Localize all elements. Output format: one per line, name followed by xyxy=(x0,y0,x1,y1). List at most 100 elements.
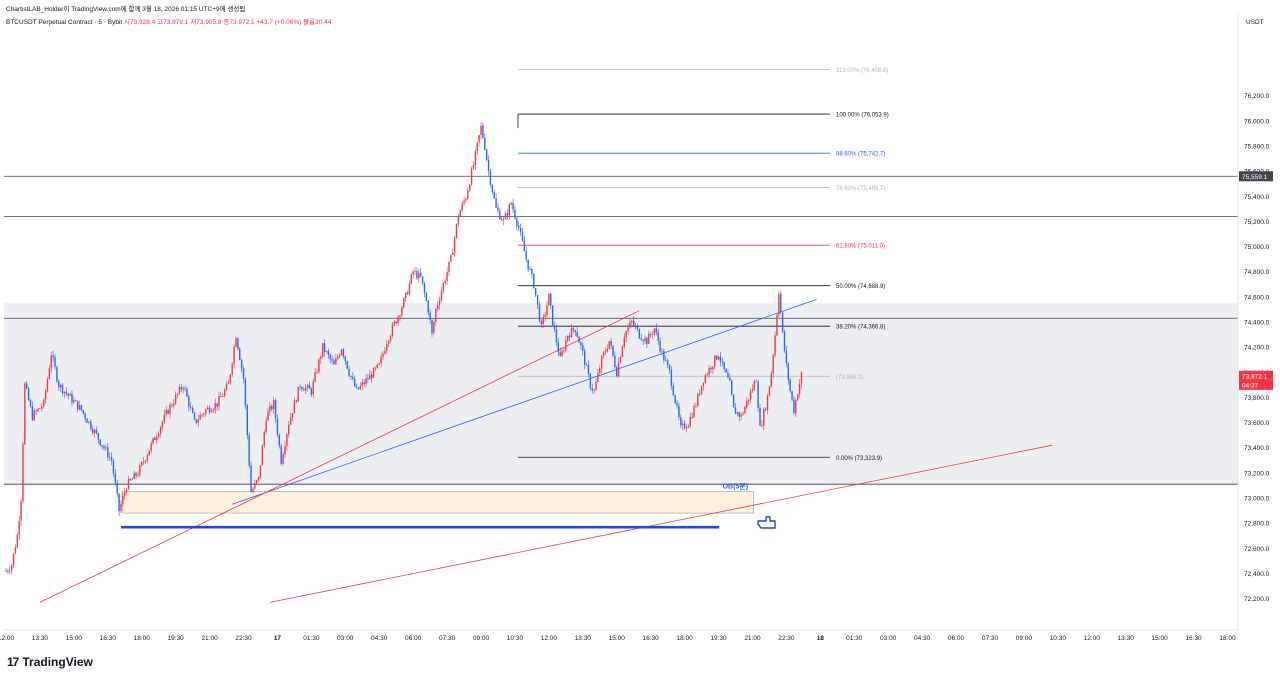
fib-label-5: 50.00% (74,688.9) xyxy=(836,284,885,290)
candle-body-80 xyxy=(156,436,158,440)
candle-body-357 xyxy=(678,405,680,418)
candle-body-45 xyxy=(90,421,92,430)
trendline-1 xyxy=(39,310,640,603)
candle-body-172 xyxy=(329,354,331,360)
candle-body-275 xyxy=(523,240,526,252)
candle-body-310 xyxy=(589,373,592,388)
candle-body-53 xyxy=(105,447,107,449)
candle-body-399 xyxy=(757,381,759,408)
candle-body-128 xyxy=(246,405,248,436)
candle-body-170 xyxy=(325,351,328,352)
candle-body-87 xyxy=(169,404,171,414)
candle-body-6 xyxy=(16,535,19,548)
candle-body-17 xyxy=(37,408,39,412)
candle-body-269 xyxy=(512,202,514,210)
price-tag-2: 04:37 xyxy=(1242,382,1259,389)
candle-body-245 xyxy=(467,190,469,199)
candle-body-126 xyxy=(242,368,245,379)
candle-body-265 xyxy=(504,213,507,220)
candle-body-272 xyxy=(518,225,520,228)
candle-body-155 xyxy=(297,386,299,402)
candle-body-297 xyxy=(565,340,567,351)
candle-body-392 xyxy=(744,406,746,414)
candle-body-214 xyxy=(408,283,411,295)
candle-body-353 xyxy=(670,370,673,386)
candle-body-317 xyxy=(602,352,605,357)
candle-body-4 xyxy=(12,553,15,566)
candle-body-304 xyxy=(578,336,580,343)
candle-body-402 xyxy=(763,409,765,426)
candle-body-226 xyxy=(431,320,433,333)
candle-body-340 xyxy=(646,337,648,345)
y-tick-label-3: 72,800.0 xyxy=(1244,521,1270,528)
candle-body-287 xyxy=(546,305,548,315)
candle-body-341 xyxy=(648,333,650,345)
candle-body-363 xyxy=(689,416,691,426)
candle-body-395 xyxy=(749,391,752,400)
candle-body-109 xyxy=(210,411,213,413)
candle-body-283 xyxy=(538,304,541,322)
candle-body-106 xyxy=(205,409,207,414)
candle-body-333 xyxy=(633,320,635,326)
candle-body-27 xyxy=(56,366,58,382)
candle-body-311 xyxy=(591,387,593,391)
candle-body-169 xyxy=(323,343,326,352)
candle-body-41 xyxy=(82,410,84,414)
y-tick-label-10: 74,200.0 xyxy=(1244,345,1270,352)
symbol-legend[interactable]: BTCUSDT Perpetual Contract · 5 · Bybit 시… xyxy=(6,16,331,26)
candle-body-189 xyxy=(361,382,363,386)
candle-body-130 xyxy=(250,465,252,493)
candle-body-139 xyxy=(267,411,269,421)
candle-body-241 xyxy=(459,210,461,217)
y-tick-label-4: 73,000.0 xyxy=(1244,496,1270,503)
x-tick-label-27: 04:30 xyxy=(914,635,931,642)
candle-body-184 xyxy=(352,376,354,379)
candle-body-19 xyxy=(41,406,43,409)
candle-body-415 xyxy=(787,363,789,380)
tradingview-brand[interactable]: 17 TradingView xyxy=(7,655,93,669)
candle-body-95 xyxy=(184,388,186,390)
y-tick-label-20: 76,200.0 xyxy=(1244,93,1270,100)
candle-body-5 xyxy=(14,547,17,554)
x-tick-label-30: 09:00 xyxy=(1016,635,1033,642)
x-tick-label-19: 16:30 xyxy=(643,635,660,642)
candle-body-107 xyxy=(206,407,209,410)
candle-body-138 xyxy=(265,420,267,433)
candle-body-405 xyxy=(768,386,771,397)
candle-body-229 xyxy=(436,304,439,309)
candle-body-191 xyxy=(365,378,367,385)
candle-body-325 xyxy=(617,362,620,377)
fib-label-3: 78.60% (75,469.7) xyxy=(836,186,885,192)
open-value: 시73,928.4 xyxy=(124,19,156,26)
candle-body-375 xyxy=(712,366,714,370)
candle-body-165 xyxy=(316,371,318,373)
candle-body-31 xyxy=(63,391,66,394)
candle-body-364 xyxy=(691,416,693,418)
candle-body-220 xyxy=(420,272,422,277)
candle-body-235 xyxy=(448,261,450,272)
candle-body-222 xyxy=(423,283,426,294)
candle-body-135 xyxy=(259,465,262,477)
currency-unit[interactable]: USDT xyxy=(1246,19,1264,26)
fib-label-4: 61.80% (75,011.0) xyxy=(836,244,885,250)
candle-body-236 xyxy=(450,254,452,262)
candle-body-377 xyxy=(715,355,718,360)
candle-body-354 xyxy=(672,385,674,396)
candle-body-288 xyxy=(548,293,550,306)
candle-body-300 xyxy=(570,327,573,338)
candle-body-251 xyxy=(478,135,480,143)
y-tick-label-6: 73,400.0 xyxy=(1244,445,1270,452)
order-block-label: OB(5분) xyxy=(723,482,749,491)
pointing-hand-shape xyxy=(757,516,776,529)
candle-body-44 xyxy=(88,421,90,423)
candle-body-129 xyxy=(248,435,250,466)
candle-body-196 xyxy=(374,367,377,369)
candle-body-206 xyxy=(393,321,396,325)
candle-body-420 xyxy=(797,394,799,401)
y-tick-label-11: 74,400.0 xyxy=(1244,320,1270,327)
candle-body-85 xyxy=(165,410,167,415)
candle-body-79 xyxy=(154,437,156,440)
candle-body-249 xyxy=(474,151,477,166)
candle-body-247 xyxy=(470,168,473,185)
